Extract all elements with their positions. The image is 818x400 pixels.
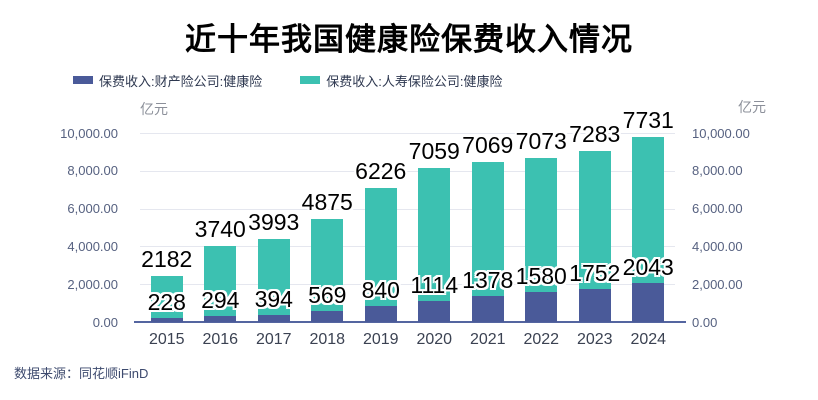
y-tick-label-left: 6,000.00 (67, 201, 118, 217)
bar-segment-life (632, 137, 665, 284)
x-tick-label: 2022 (523, 331, 560, 348)
bar-column (471, 162, 504, 322)
value-label-life: 7283 (569, 121, 621, 148)
bar-segment-life (525, 158, 558, 293)
x-tick-label: 2023 (576, 331, 613, 348)
bar-segment-property (525, 292, 558, 322)
bar-segment-property (204, 316, 237, 322)
bar-column (257, 239, 290, 322)
y-tick-label-right: 2,000.00 (692, 276, 743, 292)
value-label-property: 1580 (515, 263, 567, 290)
value-label-property: 294 (201, 287, 240, 314)
legend-item-property: 保费收入:财产险公司:健康险 (73, 71, 262, 89)
y-tick-label-left: 2,000.00 (67, 276, 118, 292)
bar-segment-property (150, 317, 183, 322)
bar-segment-property (471, 295, 504, 322)
legend-swatch-property-icon (73, 76, 93, 84)
bar-column (632, 137, 665, 322)
gridline (140, 133, 675, 134)
gridline (140, 208, 675, 210)
value-label-property: 1378 (462, 266, 514, 293)
gridline (140, 284, 675, 286)
bar-column (364, 188, 397, 322)
value-label-property: 569 (308, 282, 347, 309)
gridline (140, 170, 675, 172)
value-label-property: 1114 (410, 271, 459, 298)
x-tick-label: 2020 (416, 331, 453, 348)
bar-segment-life (204, 245, 237, 317)
value-label-property: 2043 (622, 254, 674, 281)
legend-label-life: 保费收入:人寿保险公司:健康险 (326, 73, 503, 89)
value-label-life: 4875 (301, 189, 353, 216)
y-tick-label-left: 4,000.00 (67, 238, 118, 254)
value-label-life: 2182 (141, 246, 193, 273)
y-tick-label-right: 10,000.00 (692, 125, 750, 141)
y-tick-label-right: 0.00 (692, 314, 718, 330)
bar-segment-life (418, 167, 451, 301)
x-tick-label: 2019 (362, 331, 399, 348)
bar-column (204, 245, 237, 322)
bar-segment-property (311, 311, 344, 322)
bar-segment-property (632, 283, 665, 322)
y-tick-label-left: 10,000.00 (60, 125, 118, 141)
value-label-life: 3740 (194, 215, 246, 242)
gridline (140, 246, 675, 248)
y-tick-label-left: 8,000.00 (67, 163, 118, 179)
y-tick-label-right: 4,000.00 (692, 238, 743, 254)
x-tick-label: 2024 (630, 331, 667, 348)
bar-segment-property (578, 288, 611, 322)
x-tick-label: 2018 (309, 331, 346, 348)
bar-segment-life (311, 219, 344, 312)
value-label-life: 7731 (622, 107, 674, 134)
y-tick-label-right: 8,000.00 (692, 163, 743, 179)
x-tick-label: 2016 (202, 331, 239, 348)
value-label-life: 7069 (462, 132, 514, 159)
x-tick-label: 2021 (469, 331, 506, 348)
bar-segment-life (471, 162, 504, 296)
x-tick-label: 2017 (255, 331, 292, 348)
bar-segment-property (364, 306, 397, 322)
bar-segment-property (418, 300, 451, 322)
x-axis-line (134, 321, 686, 323)
value-label-life: 6226 (355, 158, 407, 185)
bar-column (578, 151, 611, 322)
bar-column (418, 167, 451, 322)
bar-column (150, 276, 183, 322)
legend-item-life: 保费收入:人寿保险公司:健康险 (300, 71, 502, 89)
bar-segment-life (364, 188, 397, 307)
x-tick-label: 2015 (148, 331, 185, 348)
bar-segment-life (257, 239, 290, 315)
value-label-property: 840 (361, 277, 400, 304)
value-label-life: 7059 (408, 137, 460, 164)
value-label-life: 3993 (248, 209, 300, 236)
chart-legend: 保费收入:财产险公司:健康险 保费收入:人寿保险公司:健康险 (73, 71, 502, 89)
value-label-property: 228 (147, 288, 186, 315)
value-label-property: 394 (254, 285, 293, 312)
chart-title: 近十年我国健康险保费收入情况 (185, 22, 633, 57)
bar-segment-life (578, 151, 611, 289)
bar-segment-property (257, 314, 290, 322)
y-tick-label-right: 6,000.00 (692, 201, 743, 217)
bar-column (311, 219, 344, 322)
y-axis-unit-right: 亿元 (738, 99, 766, 115)
y-tick-label-left: 0.00 (92, 314, 118, 330)
y-axis-unit-left: 亿元 (140, 101, 168, 117)
legend-swatch-life-icon (300, 76, 321, 84)
data-source-note: 数据来源：同花顺iFinD (14, 366, 149, 381)
bar-segment-life (150, 276, 183, 318)
legend-label-property: 保费收入:财产险公司:健康险 (99, 73, 263, 89)
value-label-life: 7073 (515, 128, 567, 155)
value-label-property: 1752 (569, 259, 621, 286)
bar-column (525, 158, 558, 322)
